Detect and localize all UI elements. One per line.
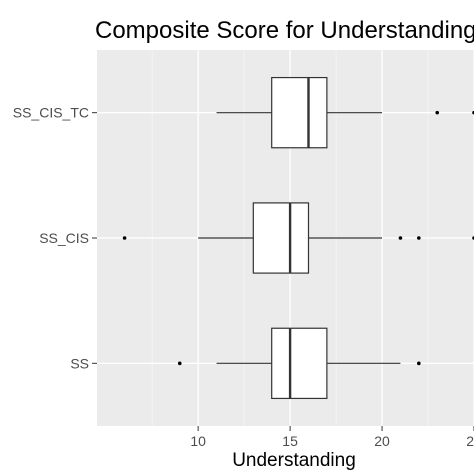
x-tick-label: 25 [466,433,474,449]
outlier-point [398,236,403,240]
x-tick-label: 10 [190,433,206,449]
tick-labels: SS_CIS_TC SS_CIS SS 10 15 20 25 [13,105,474,449]
box-ss-cis [122,202,474,274]
outlier-point [177,361,182,366]
y-tick-label: SS [70,355,89,371]
x-tick-label: 20 [374,433,390,449]
iqr-box [271,327,328,400]
iqr-box [271,76,328,149]
y-tick-label: SS_CIS_TC [13,105,89,121]
chart-title: Composite Score for Understanding [95,17,474,44]
x-tick-label: 15 [282,433,298,449]
outlier-point [122,236,127,240]
outlier-point [417,361,421,366]
box-ss [177,327,421,400]
outlier-point [435,110,440,115]
boxes [122,76,474,400]
outlier-point [417,236,421,240]
x-axis-title: Understanding [232,450,356,471]
iqr-box [252,202,310,274]
y-tick-label: SS_CIS [39,230,89,246]
